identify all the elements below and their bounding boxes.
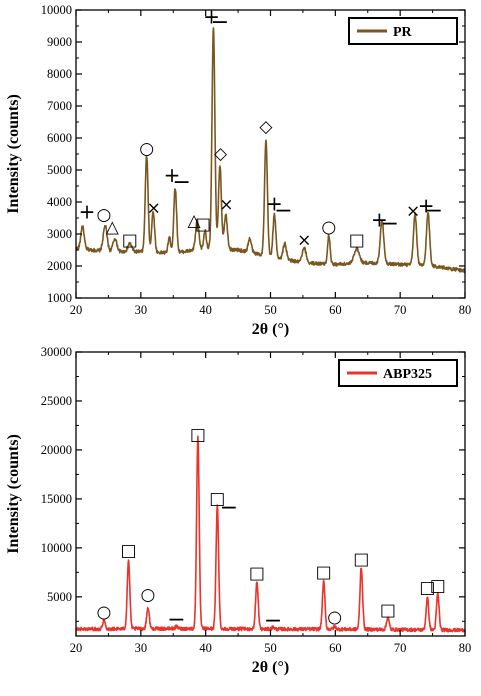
series-line-pr (75, 27, 466, 274)
phase-marker: □ (122, 230, 138, 250)
x-tick-label: 20 (70, 303, 83, 317)
legend: ABP325 (338, 359, 458, 387)
phase-marker: △ (106, 218, 120, 238)
phase-marker: ○ (96, 602, 111, 622)
phase-marker: □ (430, 576, 446, 596)
phase-marker: □ (349, 230, 365, 250)
phase-marker: □ (209, 489, 225, 509)
y-tick-label: 8000 (47, 67, 72, 81)
y-tick-label: 3000 (47, 227, 72, 241)
x-tick-label: 70 (394, 641, 407, 655)
phase-marker: ○ (327, 607, 342, 627)
y-axis-title: Intensity (counts) (5, 434, 22, 554)
y-tick-label: 10000 (41, 3, 72, 17)
x-tick-label: 80 (459, 303, 472, 317)
x-tick-label: 80 (459, 641, 472, 655)
phase-marker: + (418, 193, 435, 217)
phase-marker: − (220, 496, 238, 521)
y-axis-title: Intensity (counts) (5, 94, 22, 214)
x-tick-label: 40 (199, 303, 212, 317)
y-tick-label: 9000 (47, 35, 72, 49)
legend-label: ABP325 (383, 367, 432, 382)
phase-marker: □ (195, 214, 211, 234)
y-tick-label: 7000 (47, 99, 72, 113)
phase-marker: + (164, 163, 181, 187)
phase-marker: ◇ (214, 144, 228, 164)
phase-marker: △ (187, 211, 201, 231)
y-tick-label: 1000 (47, 291, 72, 305)
phase-marker: − (381, 211, 399, 236)
x-tick-label: 70 (394, 303, 407, 317)
phase-marker: ○ (96, 205, 111, 225)
phase-marker: ○ (141, 585, 156, 605)
phase-marker: − (211, 10, 229, 35)
phase-marker: ◇ (259, 117, 273, 137)
legend-box (348, 17, 458, 45)
phase-marker: × (406, 202, 420, 222)
y-tick-label: 30000 (41, 345, 72, 359)
y-tick-label: 5000 (47, 590, 72, 604)
legend-label: PR (393, 25, 413, 40)
phase-marker: − (274, 199, 292, 224)
y-tick-label: 15000 (41, 492, 72, 506)
legend-box (338, 359, 458, 387)
phase-marker: □ (353, 550, 369, 570)
phase-marker: □ (120, 541, 136, 561)
x-tick-label: 60 (329, 641, 342, 655)
plot-frame (75, 351, 466, 637)
x-tick-label: 40 (199, 641, 212, 655)
x-axis-title: 2θ (°) (252, 659, 289, 676)
x-tick-label: 50 (264, 641, 277, 655)
bottom-panel: ABP325○□○−□□−□−□○□□□□20 30 40 50 60 70 8050001… (5, 345, 471, 676)
top-panel: PR+ ○△□○×+−△□+−◇×◇+−×○□+− ×+−20 30 40 50 60 70 8… (5, 3, 471, 338)
x-tick-label: 30 (135, 303, 148, 317)
phase-marker: □ (190, 425, 206, 445)
y-tick-label: 10000 (41, 541, 72, 555)
y-tick-label: 6000 (47, 131, 72, 145)
phase-marker: × (297, 230, 311, 250)
phase-marker: □ (316, 562, 332, 582)
phase-marker: − (167, 607, 185, 632)
phase-marker: □ (380, 601, 396, 621)
x-tick-label: 20 (70, 641, 83, 655)
phase-marker: ○ (321, 218, 336, 238)
legend: PR (348, 17, 458, 45)
phase-marker: □ (249, 563, 265, 583)
phase-marker: × (219, 195, 233, 215)
phase-marker: + (79, 200, 96, 224)
phase-marker: □ (419, 578, 435, 598)
y-tick-label: 4000 (47, 195, 72, 209)
x-tick-label: 60 (329, 303, 342, 317)
y-tick-label: 20000 (41, 443, 72, 457)
series-line-abp325 (75, 435, 466, 633)
phase-marker: × (147, 198, 161, 218)
x-tick-label: 50 (264, 303, 277, 317)
x-axis-title: 2θ (°) (252, 321, 289, 338)
x-tick-label: 30 (135, 641, 148, 655)
phase-marker: + (266, 192, 283, 216)
phase-marker: ○ (139, 139, 154, 159)
phase-marker: + (371, 208, 388, 232)
y-tick-label: 25000 (41, 394, 72, 408)
y-tick-label: 5000 (47, 163, 72, 177)
phase-marker: − (425, 199, 443, 224)
phase-marker: − (172, 170, 190, 195)
y-tick-label: 2000 (47, 259, 72, 273)
phase-marker: − (264, 608, 282, 633)
